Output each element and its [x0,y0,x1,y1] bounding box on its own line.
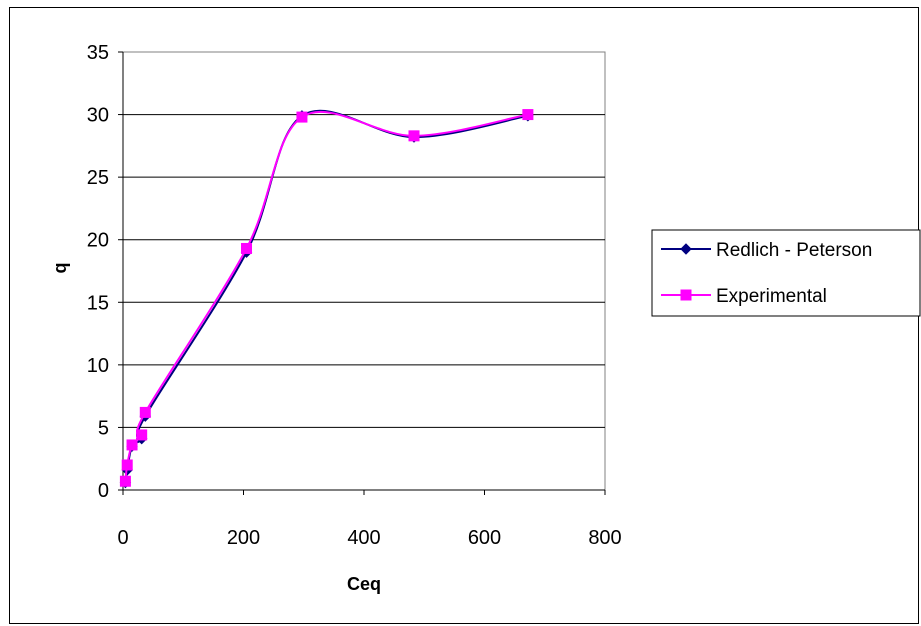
series-layer [119,109,534,489]
series-experimental [119,109,534,487]
square-data-point [121,459,133,471]
x-tick-label: 200 [227,527,260,549]
plot-area [122,51,606,491]
square-data-point [241,242,253,254]
x-axis-title: Ceq [347,574,381,594]
y-tick-label: 35 [87,42,109,64]
square-data-point [139,406,151,418]
legend-label: Redlich - Peterson [716,240,872,261]
y-tick-label: 20 [87,230,109,252]
x-tick-label: 600 [468,527,501,549]
square-data-point [136,429,148,441]
y-axis-title: q [50,263,70,274]
y-tick-label: 5 [98,417,109,439]
legend-label: Experimental [716,286,827,307]
square-data-point [126,439,138,451]
series-line [124,110,529,482]
legend-items: Redlich - Peterson Experimental [661,240,872,307]
legend: Redlich - Peterson Experimental [651,229,921,317]
square-data-point [119,475,131,487]
legend-square-marker [680,289,692,301]
legend-diamond-marker [680,243,692,255]
x-tick-label: 0 [117,527,128,549]
y-axis-ticks: 0 5 10 15 20 25 30 35 [87,42,123,502]
x-axis-ticks: 0 200 400 600 800 [117,52,622,549]
y-tick-label: 15 [87,292,109,314]
y-tick-label: 10 [87,355,109,377]
legend-box [651,229,921,317]
square-data-point [408,130,420,142]
y-tick-label: 30 [87,105,109,127]
y-tick-label: 0 [98,480,109,502]
x-tick-label: 400 [347,527,380,549]
square-data-point [522,109,534,121]
square-data-point [296,111,308,123]
x-tick-label: 800 [588,527,621,549]
gridlines [123,114,605,428]
y-tick-label: 25 [87,167,109,189]
